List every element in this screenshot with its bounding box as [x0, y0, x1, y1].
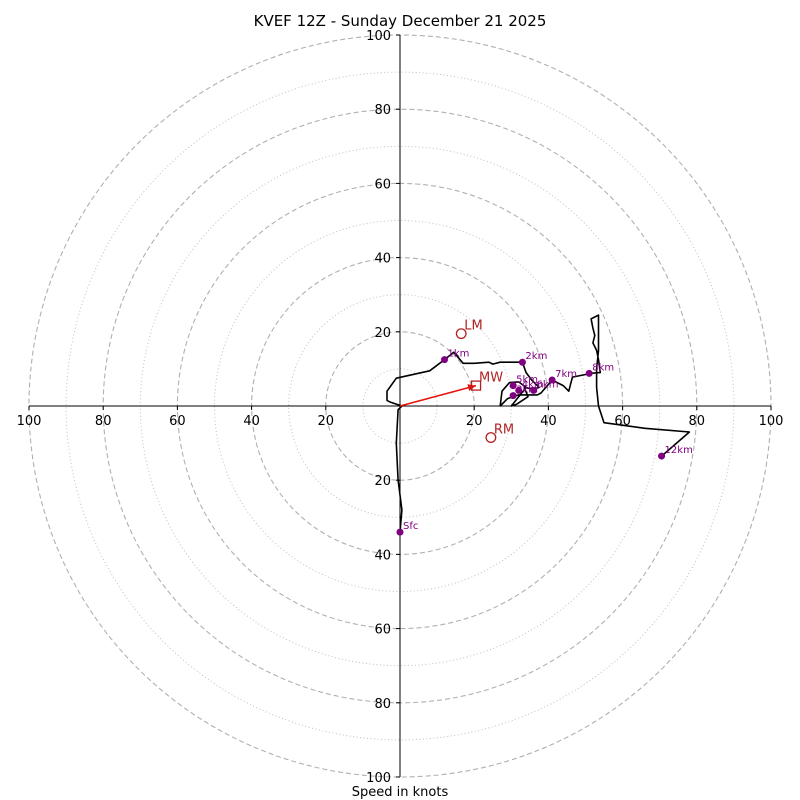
height-marker-4km	[515, 386, 523, 394]
height-marker-Sfc	[396, 528, 404, 536]
height-label-2km: 2km	[525, 351, 547, 362]
y-tick-label: 80	[374, 697, 391, 712]
y-tick-label: 20	[374, 326, 391, 341]
x-tick-label: 20	[318, 414, 335, 429]
storm-motion-markers: LM RM MW	[455, 319, 514, 443]
x-tick-label: 100	[759, 414, 784, 429]
height-label-1km: 1km	[448, 349, 470, 360]
y-tick-label: 60	[374, 623, 391, 638]
x-tick-label: 20	[466, 414, 483, 429]
chart-title: KVEF 12Z - Sunday December 21 2025	[254, 12, 547, 30]
storm-motion-marker-LM	[455, 328, 467, 340]
x-tick-label: 80	[689, 414, 706, 429]
x-tick-label: 100	[17, 414, 42, 429]
height-label-3km: 3km	[516, 385, 538, 396]
x-tick-label: 80	[95, 414, 112, 429]
y-tick-label: 20	[374, 474, 391, 489]
mean-wind-vector	[399, 384, 477, 407]
height-label-Sfc: Sfc	[403, 521, 418, 532]
axes: 100 80 60 40 20 20 40 60 80 100100806040202040608…	[17, 29, 784, 786]
y-tick-label: 100	[366, 29, 391, 44]
storm-motion-label-RM: RM	[494, 423, 514, 438]
storm-motion-marker-RM	[485, 432, 497, 443]
height-label-7km: 7km	[555, 369, 577, 380]
x-tick-label: 60	[169, 414, 186, 429]
height-marker-2km	[518, 358, 526, 366]
height-label-6km: 6km	[537, 379, 559, 390]
height-marker-6km	[530, 386, 538, 394]
storm-motion-marker-MW	[470, 380, 482, 391]
height-marker-5km	[509, 382, 517, 390]
y-tick-label: 60	[374, 177, 391, 192]
y-tick-label: 40	[374, 252, 391, 267]
height-marker-7km	[548, 376, 556, 384]
y-tick-label: 80	[374, 103, 391, 118]
y-tick-label: 40	[374, 548, 391, 563]
x-tick-label: 40	[540, 414, 557, 429]
hodograph-trace-group	[386, 314, 691, 533]
height-marker-3km	[509, 392, 517, 400]
x-axis-label: Speed in knots	[352, 785, 449, 800]
height-label-8km: 8km	[592, 362, 614, 373]
x-tick-label: 40	[243, 414, 260, 429]
height-marker-12km	[658, 452, 666, 460]
height-label-12km: 12km	[665, 445, 693, 456]
height-marker-1km	[441, 356, 449, 364]
height-marker-8km	[585, 369, 593, 377]
y-tick-label: 100	[366, 771, 391, 786]
height-label-4km: 4km	[522, 379, 544, 390]
storm-motion-label-LM: LM	[464, 319, 482, 334]
storm-motion-label-MW: MW	[479, 371, 503, 386]
hodograph-trace	[386, 314, 691, 533]
height-label-5km: 5km	[516, 375, 538, 386]
